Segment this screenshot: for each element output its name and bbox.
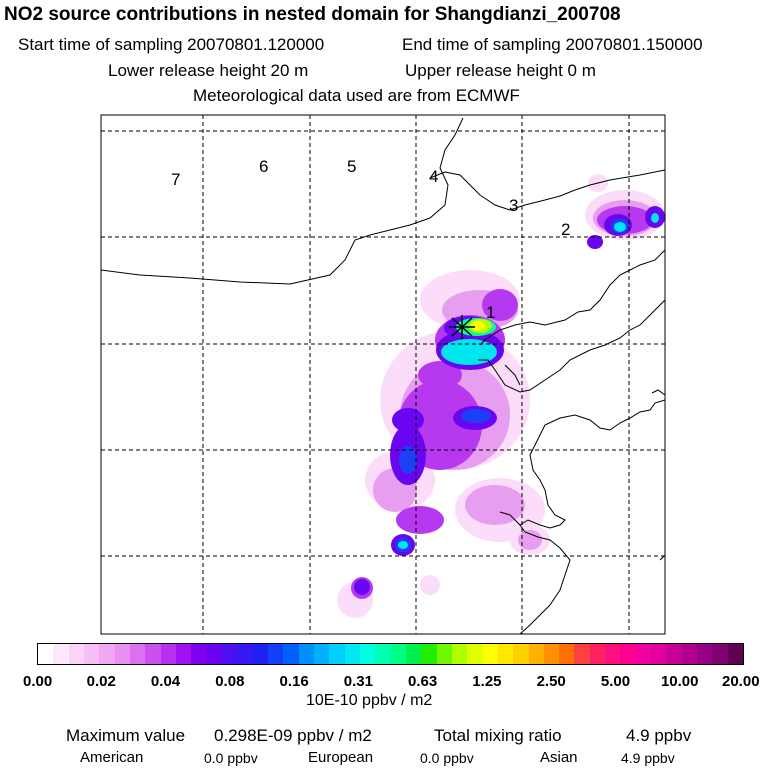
- colorbar-tick-label: 1.25: [472, 673, 502, 690]
- colorbar-swatch: [497, 644, 514, 664]
- lower-release-height: Lower release height 20 m: [108, 61, 309, 80]
- region-label-5: 5: [347, 157, 356, 176]
- colorbar-swatch: [53, 644, 69, 664]
- max-value: 0.298E-09 ppbv / m2: [214, 726, 372, 745]
- upper-release-height: Upper release height 0 m: [405, 61, 596, 80]
- plume-peak-yellow: [471, 321, 485, 331]
- colorbar-swatch: [559, 644, 575, 664]
- colorbar-tick-label: 0.08: [215, 673, 245, 690]
- colorbar-swatch: [191, 644, 207, 664]
- plume-higher: [395, 219, 629, 552]
- colorbar-swatch: [359, 644, 376, 664]
- colorbar-swatch: [237, 644, 253, 664]
- end-time: End time of sampling 20070801.150000: [402, 35, 703, 54]
- colorbar-tick-label: 0.00: [23, 673, 53, 690]
- colorbar-swatch: [267, 644, 284, 664]
- colorbar-tick-label: 10.00: [660, 673, 699, 690]
- colorbar: [37, 643, 744, 665]
- region-european-value: 0.0 ppbv: [420, 750, 474, 766]
- colorbar-swatch: [436, 644, 452, 664]
- colorbar-swatch: [666, 644, 682, 664]
- station-cross-icon: [449, 315, 475, 339]
- colorbar-swatch: [605, 644, 621, 664]
- coastlines: [101, 117, 665, 634]
- total-mixing-label: Total mixing ratio: [434, 726, 562, 745]
- colorbar-tick-label: 0.16: [279, 673, 309, 690]
- max-value-label: Maximum value: [66, 726, 186, 745]
- colorbar-swatch: [221, 644, 238, 664]
- colorbar-swatch: [390, 644, 406, 664]
- region-american-label: American: [80, 749, 144, 766]
- plume-core: [398, 213, 659, 549]
- page-title: NO2 source contributions in nested domai…: [4, 4, 621, 25]
- region-label-2: 2: [561, 220, 570, 239]
- concentration-field: [101, 115, 665, 634]
- colorbar-swatch: [421, 644, 437, 664]
- lat-lon-grid: [101, 115, 665, 634]
- colorbar-swatch: [313, 644, 330, 664]
- colorbar-swatch: [206, 644, 222, 664]
- colorbar-swatch: [513, 644, 529, 664]
- colorbar-swatch: [451, 644, 468, 664]
- region-asian-value: 4.9 ppbv: [621, 750, 675, 766]
- colorbar-swatch: [175, 644, 192, 664]
- colorbar-tick-label: 0.31: [343, 673, 373, 690]
- total-mixing-value: 4.9 ppbv: [626, 726, 692, 745]
- region-asian-label: Asian: [540, 749, 578, 766]
- colorbar-tick-label: 0.63: [408, 673, 438, 690]
- region-label-6: 6: [259, 157, 268, 176]
- colorbar-swatch: [68, 644, 84, 664]
- start-time: Start time of sampling 20070801.120000: [18, 35, 325, 54]
- colorbar-swatch: [99, 644, 115, 664]
- met-data-source: Meteorological data used are from ECMWF: [193, 86, 520, 105]
- colorbar-swatch: [467, 644, 483, 664]
- colorbar-units: 10E-10 ppbv / m2: [306, 692, 433, 709]
- colorbar-swatch: [528, 644, 544, 664]
- colorbar-swatch: [681, 644, 698, 664]
- colorbar-swatch: [283, 644, 299, 664]
- region-label-7: 7: [171, 170, 180, 189]
- region-label-1: 1: [486, 303, 495, 322]
- region-label-4: 4: [429, 167, 438, 186]
- colorbar-swatch: [114, 644, 130, 664]
- region-american-value: 0.0 ppbv: [204, 750, 258, 766]
- colorbar-swatch: [38, 644, 54, 664]
- colorbar-tick-label: 20.00: [722, 673, 760, 690]
- colorbar-swatch: [298, 644, 314, 664]
- colorbar-swatch: [329, 644, 345, 664]
- colorbar-swatch: [344, 644, 360, 664]
- colorbar-swatch: [651, 644, 667, 664]
- colorbar-swatch: [160, 644, 176, 664]
- colorbar-swatch: [83, 644, 100, 664]
- colorbar-swatch: [620, 644, 636, 664]
- colorbar-tick-label: 2.50: [536, 673, 566, 690]
- colorbar-swatch: [635, 644, 652, 664]
- colorbar-swatch: [405, 644, 422, 664]
- colorbar-swatch: [145, 644, 161, 664]
- colorbar-swatch: [375, 644, 391, 664]
- colorbar-swatch: [589, 644, 606, 664]
- colorbar-tick-label: 0.04: [150, 673, 181, 690]
- region-european-label: European: [308, 749, 374, 766]
- colorbar-swatch: [697, 644, 713, 664]
- colorbar-tick-label: 5.00: [600, 673, 631, 690]
- colorbar-swatch: [727, 644, 744, 664]
- colorbar-swatch: [129, 644, 146, 664]
- colorbar-swatch: [543, 644, 560, 664]
- colorbar-swatch: [712, 644, 728, 664]
- region-label-3: 3: [509, 196, 518, 215]
- colorbar-swatch: [252, 644, 268, 664]
- colorbar-swatch: [482, 644, 498, 664]
- colorbar-swatch: [574, 644, 590, 664]
- map-frame: [100, 114, 666, 635]
- colorbar-tick-label: 0.02: [86, 673, 116, 690]
